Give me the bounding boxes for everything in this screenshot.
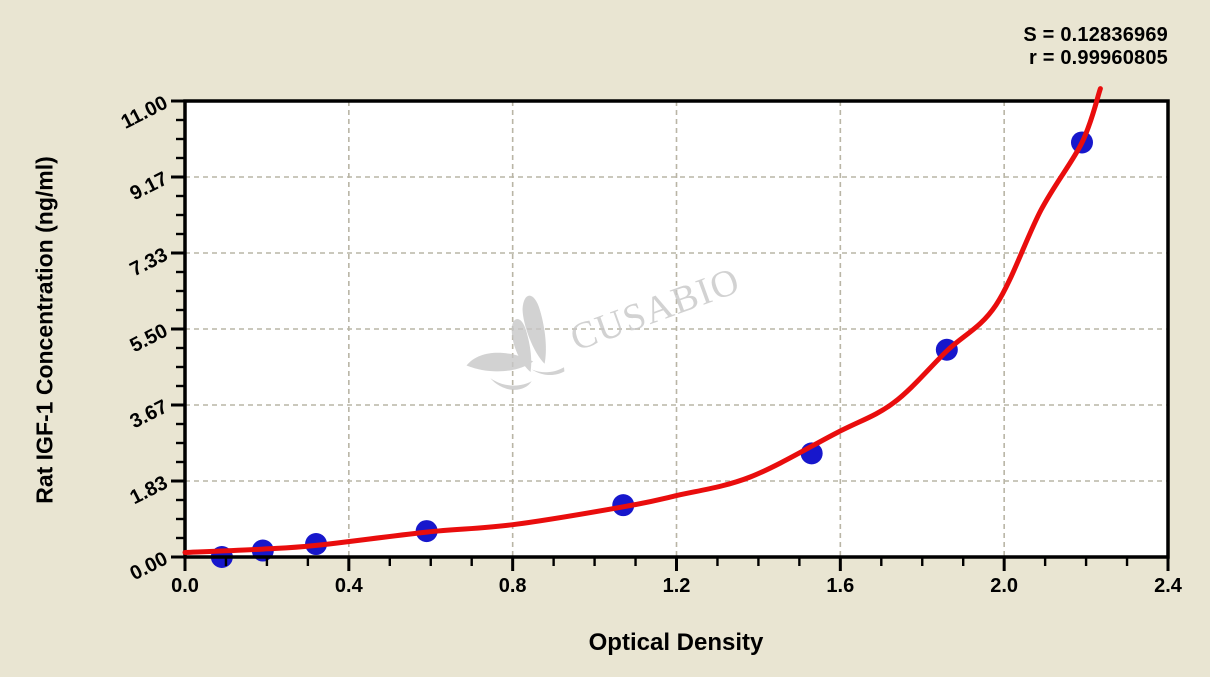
x-tick-label: 0.8 — [499, 575, 527, 597]
x-tick-label: 0.4 — [335, 575, 364, 597]
y-tick-label: 1.83 — [127, 472, 172, 509]
plot-frame — [183, 99, 1170, 559]
r-value: r = 0.99960805 — [1028, 47, 1168, 69]
s-value: S = 0.12836969 — [1023, 24, 1168, 46]
x-axis-title: Optical Density — [588, 629, 764, 656]
x-tick-label: 0.0 — [171, 575, 199, 597]
y-tick-label: 11.00 — [118, 92, 172, 134]
x-tick-label: 1.6 — [826, 575, 854, 597]
y-tick-label: 7.33 — [127, 244, 172, 281]
cusabio-logo-icon — [466, 295, 565, 390]
y-tick-label: 0.00 — [127, 548, 172, 585]
fit-statistics: S = 0.12836969 r = 0.99960805 — [1023, 24, 1168, 70]
x-tick-label: 2.4 — [1154, 575, 1183, 597]
y-tick-label: 9.17 — [127, 168, 172, 205]
x-tick-label: 1.2 — [663, 575, 691, 597]
x-tick-label: 2.0 — [990, 575, 1018, 597]
y-tick-label: 5.50 — [127, 320, 172, 357]
y-tick-label: 3.67 — [127, 396, 172, 433]
fit-curve — [182, 86, 1103, 555]
y-axis-title: Rat IGF-1 Concentration (ng/ml) — [31, 156, 58, 504]
